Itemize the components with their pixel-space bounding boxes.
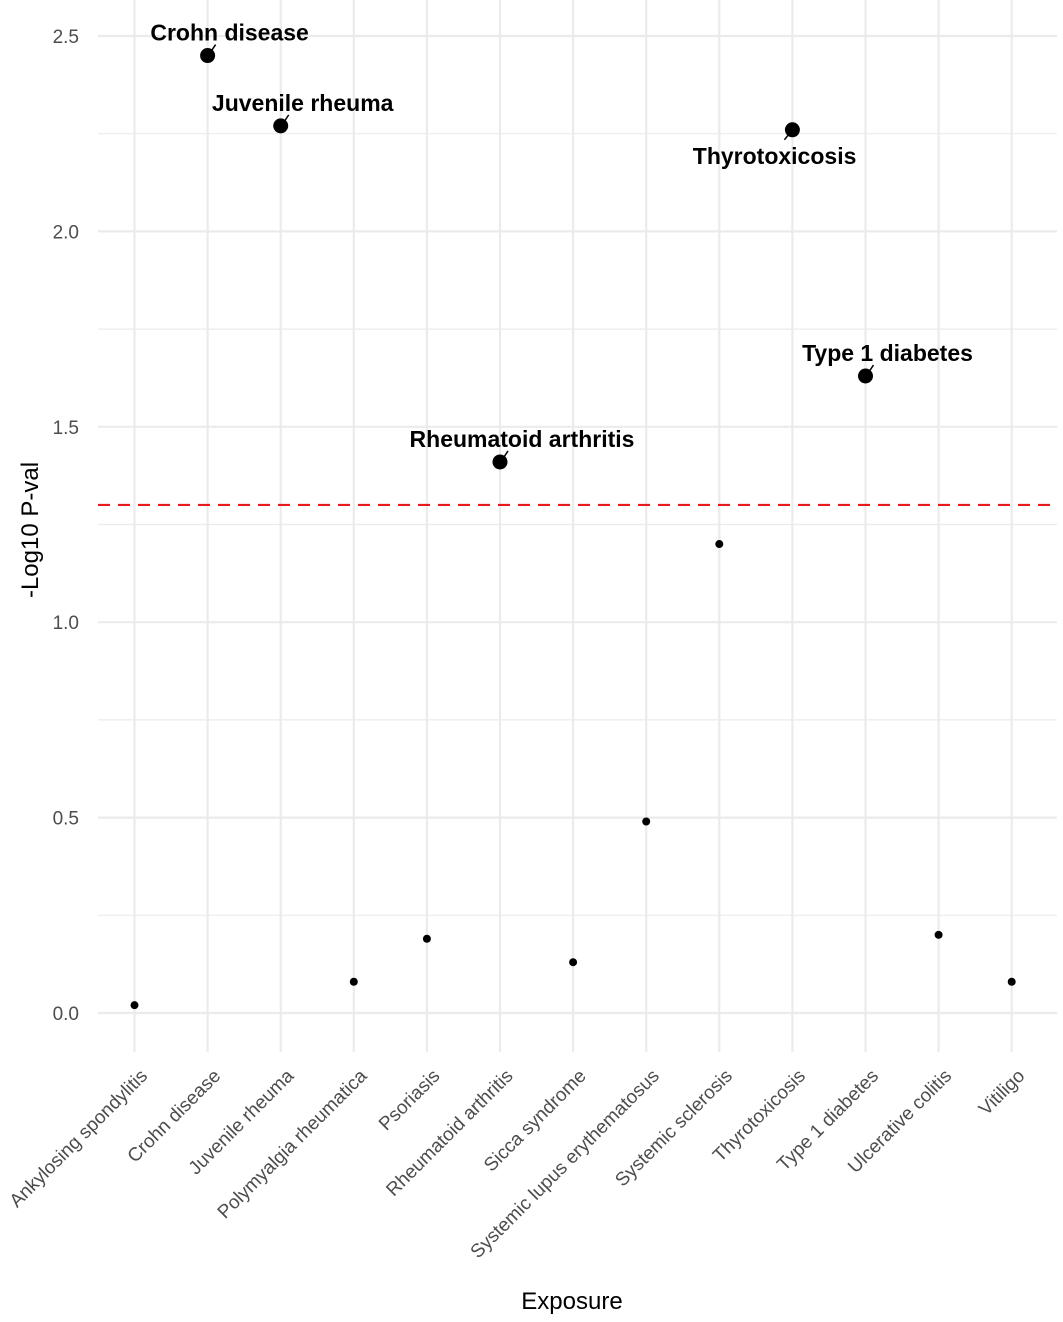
data-points xyxy=(130,48,1016,1010)
data-point xyxy=(934,930,943,939)
label-connector xyxy=(783,134,789,141)
point-label: Juvenile rheuma xyxy=(212,90,394,116)
y-axis-ticks: 0.0 0.5 1.0 1.5 2.0 2.5 xyxy=(53,27,79,1025)
data-point xyxy=(349,977,358,986)
point-label: Type 1 diabetes xyxy=(802,340,973,366)
point-label: Crohn disease xyxy=(150,20,309,46)
x-axis-title: Exposure xyxy=(521,1288,622,1315)
x-tick-label: Vitiligo xyxy=(975,1066,1029,1120)
grid-minor xyxy=(98,133,1057,916)
data-point xyxy=(569,958,578,967)
point-labels: Crohn disease Juvenile rheuma Rheumatoid a… xyxy=(150,20,973,458)
data-point xyxy=(130,1001,139,1010)
label-connector xyxy=(503,450,509,458)
data-point xyxy=(273,118,289,134)
y-tick-label: 1.0 xyxy=(53,613,79,634)
x-tick-label: Rheumatoid arthritis xyxy=(382,1066,517,1201)
data-point xyxy=(784,122,800,138)
y-tick-label: 0.5 xyxy=(53,809,79,830)
data-point xyxy=(642,817,651,826)
point-label: Rheumatoid arthritis xyxy=(410,426,635,452)
y-tick-label: 2.5 xyxy=(53,27,79,48)
x-tick-label: Polymyalgia rheumatica xyxy=(214,1065,372,1223)
x-tick-label: Psoriasis xyxy=(375,1066,444,1135)
label-connector xyxy=(868,364,875,372)
data-point xyxy=(422,934,431,943)
data-point xyxy=(858,368,873,384)
point-label: Thyrotoxicosis xyxy=(693,143,857,169)
label-connector xyxy=(210,44,217,51)
data-point xyxy=(715,540,724,549)
x-tick-label: Ankylosing spondylitis xyxy=(6,1066,152,1212)
y-tick-label: 1.5 xyxy=(53,418,79,439)
data-point xyxy=(492,454,508,470)
y-tick-label: 2.0 xyxy=(53,222,79,243)
label-connector xyxy=(284,114,290,122)
grid-major xyxy=(98,0,1057,1052)
data-point xyxy=(1007,977,1016,986)
data-point xyxy=(200,48,216,64)
y-tick-label: 0.0 xyxy=(53,1004,79,1025)
y-axis-title: -Log10 P-val xyxy=(17,462,44,598)
